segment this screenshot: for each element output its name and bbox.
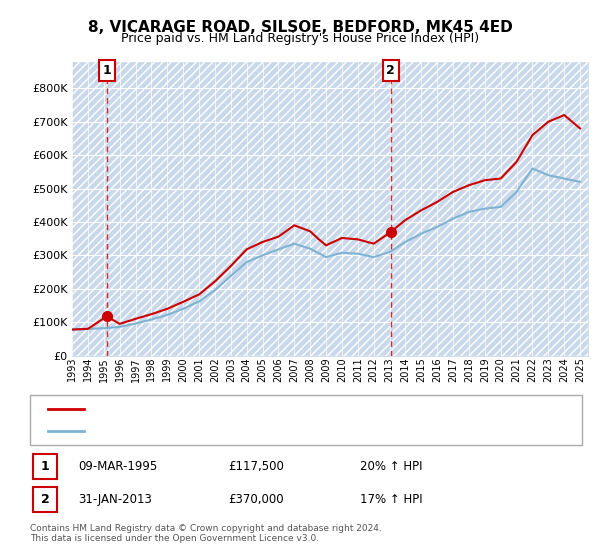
Text: 1: 1 [41, 460, 49, 473]
Text: HPI: Average price, detached house, Central Bedfordshire: HPI: Average price, detached house, Cent… [93, 426, 394, 436]
Text: £370,000: £370,000 [228, 493, 284, 506]
Text: 31-JAN-2013: 31-JAN-2013 [78, 493, 152, 506]
Text: 8, VICARAGE ROAD, SILSOE, BEDFORD, MK45 4ED (detached house): 8, VICARAGE ROAD, SILSOE, BEDFORD, MK45 … [93, 404, 449, 414]
Text: 2: 2 [386, 64, 395, 77]
Text: 1: 1 [103, 64, 111, 77]
Text: 09-MAR-1995: 09-MAR-1995 [78, 460, 157, 473]
Text: Contains HM Land Registry data © Crown copyright and database right 2024.
This d: Contains HM Land Registry data © Crown c… [30, 524, 382, 543]
Text: 8, VICARAGE ROAD, SILSOE, BEDFORD, MK45 4ED: 8, VICARAGE ROAD, SILSOE, BEDFORD, MK45 … [88, 20, 512, 35]
Text: Price paid vs. HM Land Registry's House Price Index (HPI): Price paid vs. HM Land Registry's House … [121, 32, 479, 45]
Text: 17% ↑ HPI: 17% ↑ HPI [360, 493, 422, 506]
Text: 20% ↑ HPI: 20% ↑ HPI [360, 460, 422, 473]
Text: 2: 2 [41, 493, 49, 506]
Text: £117,500: £117,500 [228, 460, 284, 473]
